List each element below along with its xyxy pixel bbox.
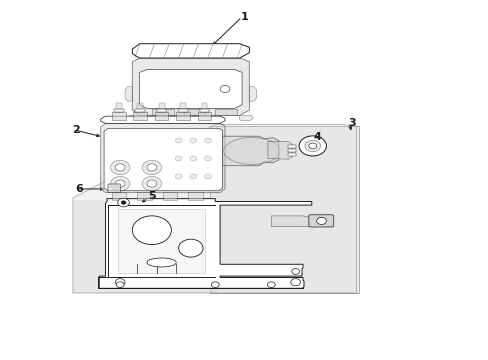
- Polygon shape: [104, 129, 222, 191]
- FancyBboxPatch shape: [210, 126, 358, 293]
- Circle shape: [308, 143, 316, 149]
- FancyBboxPatch shape: [108, 184, 121, 193]
- Text: 3: 3: [347, 118, 355, 128]
- Polygon shape: [101, 123, 224, 193]
- Circle shape: [305, 140, 320, 152]
- Circle shape: [204, 138, 211, 143]
- FancyBboxPatch shape: [215, 109, 237, 115]
- Circle shape: [189, 174, 196, 179]
- FancyBboxPatch shape: [155, 112, 168, 120]
- Polygon shape: [222, 136, 278, 166]
- FancyBboxPatch shape: [162, 192, 177, 200]
- Circle shape: [116, 282, 124, 288]
- Circle shape: [267, 282, 275, 288]
- Circle shape: [175, 138, 182, 143]
- Circle shape: [175, 174, 182, 179]
- FancyBboxPatch shape: [152, 109, 173, 115]
- Polygon shape: [99, 199, 311, 288]
- Circle shape: [132, 216, 171, 244]
- Circle shape: [290, 279, 300, 286]
- FancyBboxPatch shape: [197, 112, 211, 120]
- Circle shape: [316, 217, 326, 225]
- FancyBboxPatch shape: [137, 103, 143, 109]
- Polygon shape: [73, 200, 217, 293]
- Polygon shape: [118, 209, 205, 273]
- FancyBboxPatch shape: [116, 103, 122, 109]
- Circle shape: [299, 136, 326, 156]
- FancyBboxPatch shape: [199, 109, 209, 112]
- Circle shape: [147, 164, 157, 171]
- FancyBboxPatch shape: [183, 109, 205, 115]
- Polygon shape: [140, 69, 242, 108]
- Polygon shape: [101, 116, 224, 123]
- Circle shape: [211, 282, 219, 288]
- FancyBboxPatch shape: [288, 145, 295, 148]
- FancyBboxPatch shape: [133, 112, 147, 120]
- Circle shape: [189, 156, 196, 161]
- Polygon shape: [132, 44, 249, 58]
- FancyBboxPatch shape: [308, 215, 333, 227]
- FancyBboxPatch shape: [157, 109, 166, 112]
- Text: 6: 6: [75, 184, 82, 194]
- Circle shape: [291, 269, 299, 274]
- Polygon shape: [271, 216, 315, 226]
- Circle shape: [121, 201, 126, 204]
- Polygon shape: [73, 125, 356, 293]
- Ellipse shape: [224, 138, 279, 165]
- FancyBboxPatch shape: [114, 109, 123, 112]
- Circle shape: [115, 180, 125, 187]
- Polygon shape: [132, 58, 249, 116]
- Text: 2: 2: [72, 125, 80, 135]
- Circle shape: [115, 164, 125, 171]
- FancyBboxPatch shape: [187, 192, 202, 200]
- Circle shape: [204, 156, 211, 161]
- Text: 4: 4: [313, 132, 321, 142]
- FancyBboxPatch shape: [201, 103, 207, 109]
- Circle shape: [142, 176, 161, 191]
- Polygon shape: [249, 87, 256, 101]
- FancyBboxPatch shape: [112, 112, 125, 120]
- Text: 5: 5: [148, 191, 155, 201]
- Polygon shape: [128, 116, 142, 121]
- Text: 1: 1: [240, 12, 248, 22]
- FancyBboxPatch shape: [158, 103, 164, 109]
- FancyBboxPatch shape: [135, 109, 145, 112]
- FancyBboxPatch shape: [137, 192, 152, 200]
- Circle shape: [142, 160, 161, 175]
- Polygon shape: [267, 141, 292, 159]
- Ellipse shape: [147, 258, 176, 267]
- FancyBboxPatch shape: [176, 112, 189, 120]
- Circle shape: [110, 160, 130, 175]
- FancyBboxPatch shape: [180, 103, 185, 109]
- Polygon shape: [239, 116, 253, 121]
- FancyBboxPatch shape: [288, 149, 295, 152]
- Circle shape: [110, 176, 130, 191]
- Circle shape: [189, 138, 196, 143]
- Circle shape: [178, 239, 203, 257]
- Circle shape: [115, 279, 125, 286]
- FancyBboxPatch shape: [178, 109, 187, 112]
- Circle shape: [204, 174, 211, 179]
- Circle shape: [147, 180, 157, 187]
- Circle shape: [118, 198, 129, 207]
- FancyBboxPatch shape: [288, 153, 295, 156]
- Circle shape: [175, 156, 182, 161]
- Circle shape: [220, 85, 229, 93]
- FancyBboxPatch shape: [112, 192, 126, 200]
- Polygon shape: [125, 87, 132, 101]
